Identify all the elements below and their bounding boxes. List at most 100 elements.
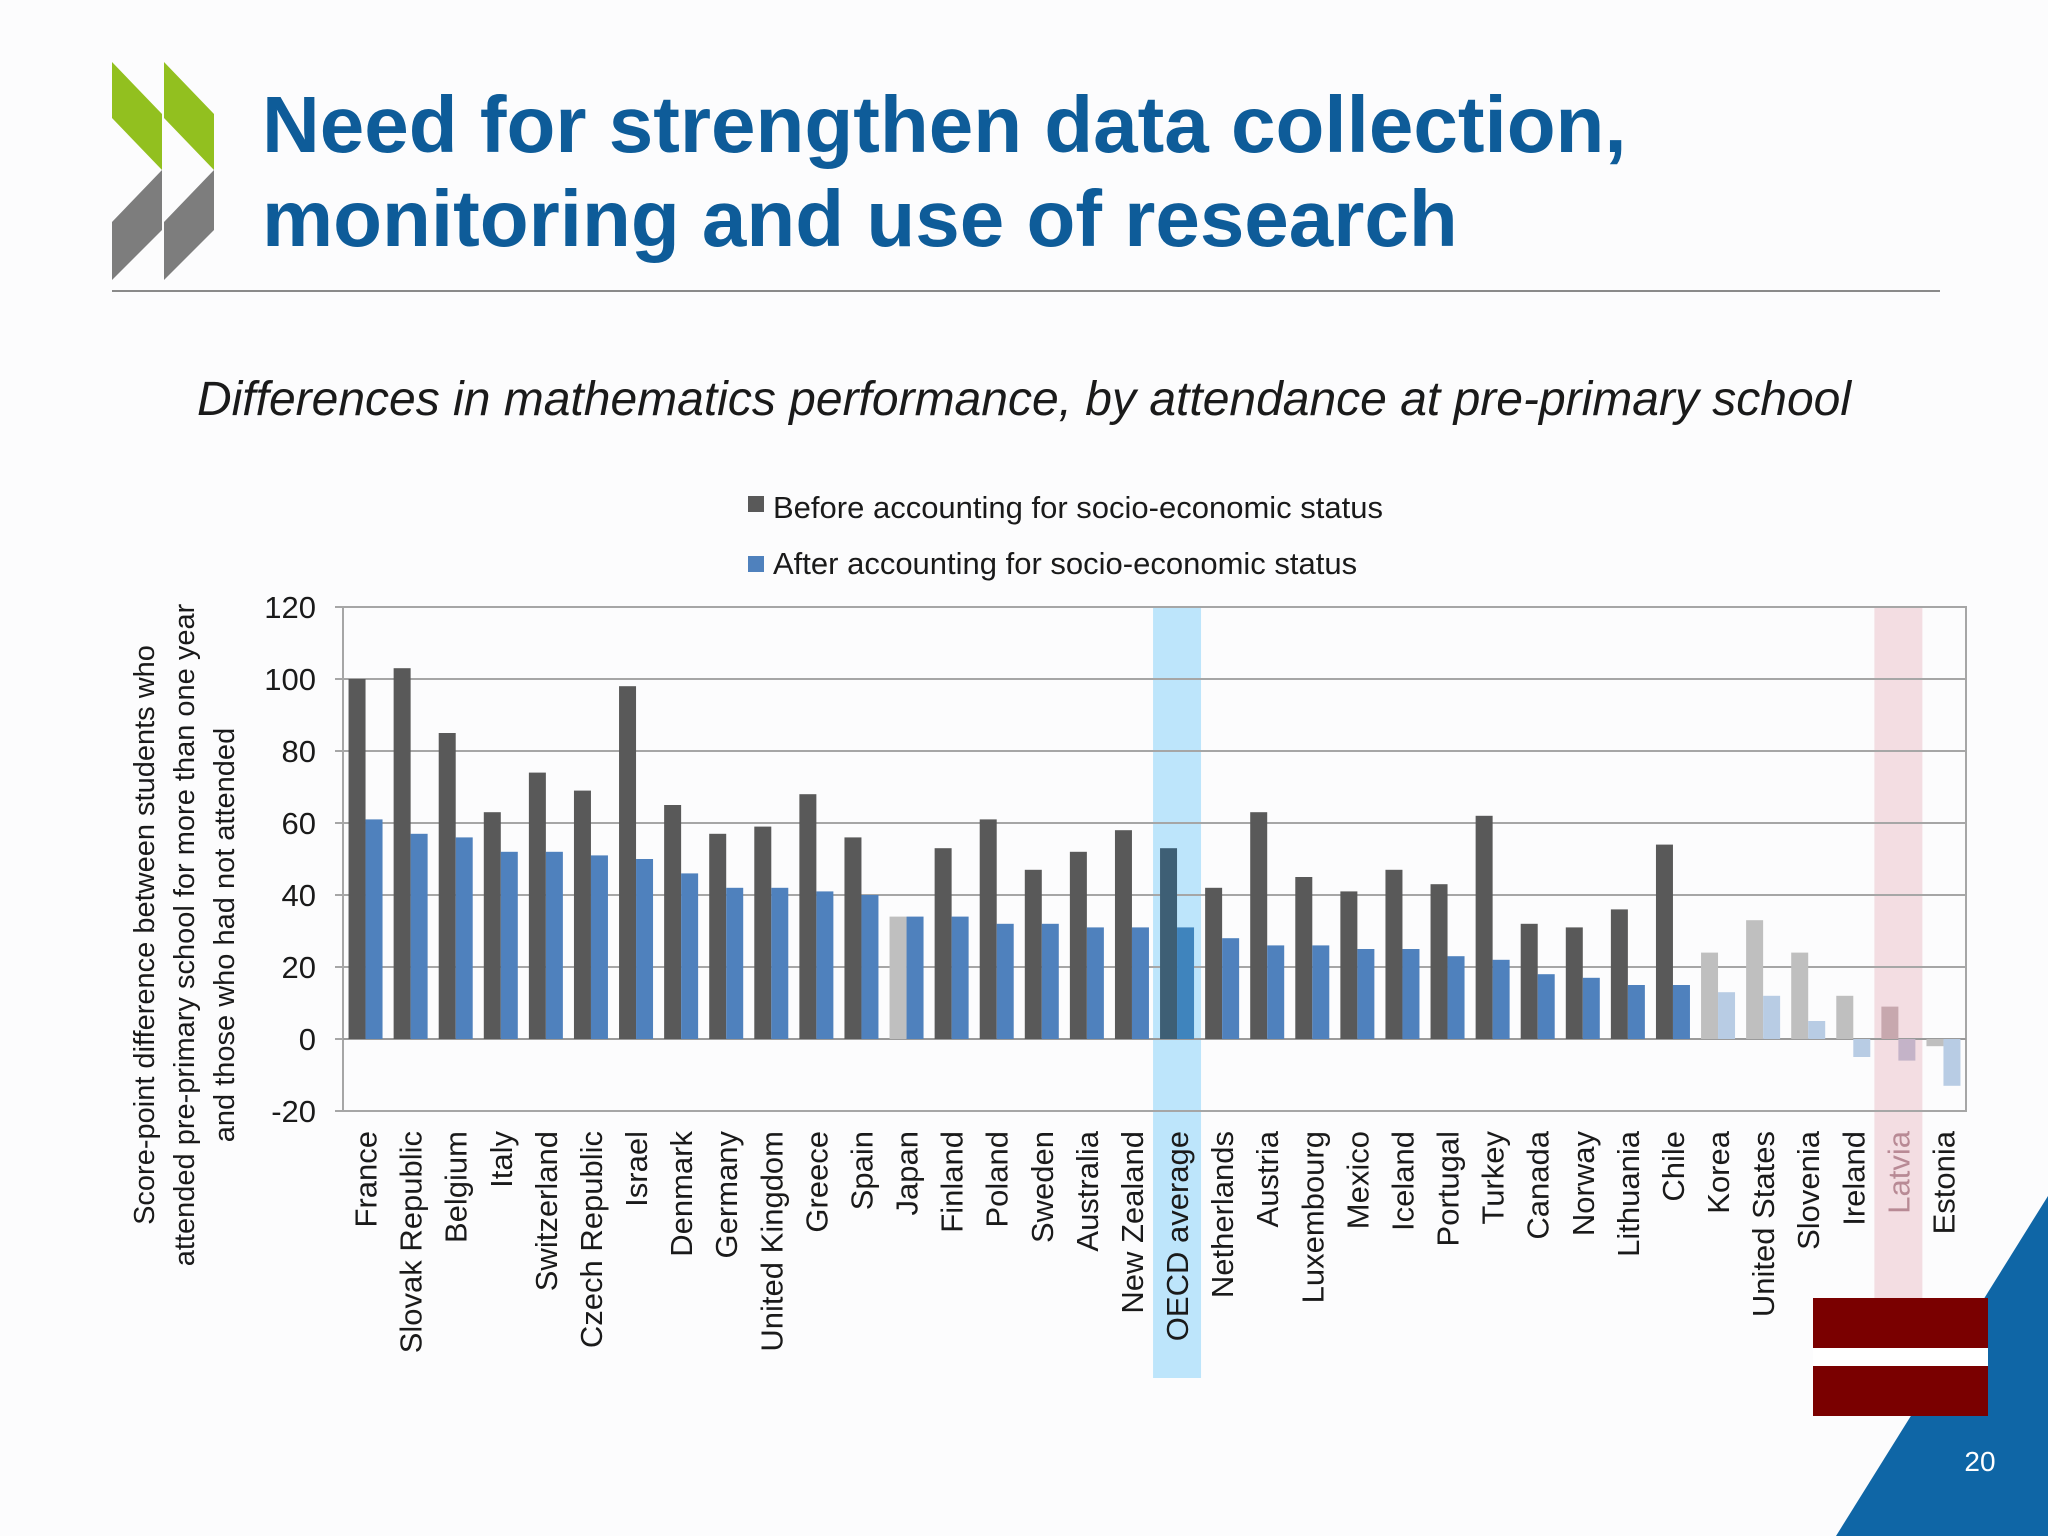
bar-after-canada xyxy=(1537,974,1555,1039)
bar-before-korea xyxy=(1701,952,1719,1039)
bar-before-slovak-republic xyxy=(393,668,411,1039)
bar-after-australia xyxy=(1086,927,1104,1039)
x-tick-label: United Kingdom xyxy=(754,1131,789,1352)
bar-before-denmark xyxy=(664,805,682,1039)
bar-before-poland xyxy=(979,819,997,1039)
bar-before-spain xyxy=(844,837,862,1039)
slide-title: Need for strengthen data collection, mon… xyxy=(262,78,1962,266)
title-divider xyxy=(112,290,1940,292)
bar-before-japan xyxy=(889,916,907,1039)
x-tick-label: Estonia xyxy=(1926,1130,1961,1234)
x-tick-label: Belgium xyxy=(439,1131,474,1243)
x-tick-label: Netherlands xyxy=(1205,1131,1240,1298)
bar-before-germany xyxy=(709,833,727,1039)
bar-after-japan xyxy=(906,916,924,1039)
bar-after-greece xyxy=(816,891,834,1039)
bar-before-iceland xyxy=(1385,869,1403,1039)
bar-after-belgium xyxy=(455,837,473,1039)
bar-before-norway xyxy=(1565,927,1583,1039)
x-tick-label: Latvia xyxy=(1881,1130,1916,1213)
bar-after-poland xyxy=(996,923,1014,1039)
x-tick-label: France xyxy=(349,1131,384,1227)
x-tick-label: Chile xyxy=(1656,1131,1691,1202)
x-tick-label: Mexico xyxy=(1340,1131,1375,1229)
bar-before-estonia xyxy=(1926,1039,1944,1047)
x-tick-label: Austria xyxy=(1250,1130,1285,1227)
y-axis-title-line: attended pre-primary school for more tha… xyxy=(169,603,201,1266)
bar-after-ireland xyxy=(1853,1039,1871,1057)
y-tick-label: 0 xyxy=(299,1022,316,1057)
bar-after-switzerland xyxy=(545,851,563,1039)
bar-after-estonia xyxy=(1943,1039,1961,1086)
bar-before-finland xyxy=(934,848,952,1039)
bar-after-germany xyxy=(726,887,744,1039)
bar-after-italy xyxy=(500,851,518,1039)
latvia-flag-icon xyxy=(1813,1298,1988,1416)
x-tick-label: Spain xyxy=(844,1131,879,1210)
bar-before-sweden xyxy=(1024,869,1042,1039)
bar-after-iceland xyxy=(1402,949,1420,1039)
bar-before-switzerland xyxy=(528,772,546,1039)
logo-grey-chevron-right xyxy=(164,162,214,280)
bar-before-chile xyxy=(1655,844,1673,1039)
x-tick-label: Lithuania xyxy=(1611,1130,1646,1257)
x-tick-label: Switzerland xyxy=(529,1131,564,1291)
bar-before-greece xyxy=(799,794,817,1039)
bar-after-korea xyxy=(1718,992,1736,1039)
bar-before-turkey xyxy=(1475,815,1493,1039)
plot-frame xyxy=(342,606,1967,1112)
legend-label-before: Before accounting for socio-economic sta… xyxy=(773,490,1383,525)
y-axis-title-line: Score-point difference between students … xyxy=(129,645,161,1225)
x-tick-label: Poland xyxy=(980,1131,1015,1228)
bar-before-israel xyxy=(619,686,637,1039)
bar-after-mexico xyxy=(1357,949,1375,1039)
bar-before-mexico xyxy=(1340,891,1358,1039)
x-tick-label: Australia xyxy=(1070,1130,1105,1251)
bar-before-canada xyxy=(1520,923,1538,1039)
bar-before-italy xyxy=(483,812,501,1039)
y-tick-label: -20 xyxy=(271,1094,316,1129)
x-tick-label: Czech Republic xyxy=(574,1131,609,1348)
bar-after-chile xyxy=(1672,985,1690,1039)
highlight-band-latvia xyxy=(1874,607,1923,1298)
y-tick-label: 40 xyxy=(282,878,316,913)
bar-before-portugal xyxy=(1430,884,1448,1039)
bar-before-france xyxy=(348,679,366,1039)
x-tick-label: Sweden xyxy=(1025,1131,1060,1243)
x-tick-label: United States xyxy=(1746,1131,1781,1317)
bar-before-belgium xyxy=(438,733,456,1039)
bar-after-france xyxy=(365,819,383,1039)
y-tick-label: 80 xyxy=(282,734,316,769)
bar-before-united-states xyxy=(1746,920,1764,1039)
bar-after-latvia xyxy=(1898,1039,1916,1061)
y-tick-label: 20 xyxy=(282,950,316,985)
bar-after-israel xyxy=(636,859,654,1039)
bar-after-slovenia xyxy=(1808,1021,1826,1039)
slide-title-line-2: monitoring and use of research xyxy=(262,174,1458,263)
bar-after-slovak-republic xyxy=(410,833,428,1039)
bar-before-ireland xyxy=(1836,995,1854,1039)
logo-green-chevron-right xyxy=(164,62,214,170)
bar-before-new-zealand xyxy=(1114,830,1132,1039)
x-tick-label: Slovenia xyxy=(1791,1130,1826,1250)
chart-title: Differences in mathematics performance, … xyxy=(196,373,1852,426)
bar-after-turkey xyxy=(1492,959,1510,1039)
bar-after-portugal xyxy=(1447,956,1465,1039)
bar-before-slovenia xyxy=(1791,952,1809,1039)
legend-label-after: After accounting for socio-economic stat… xyxy=(773,546,1357,581)
bar-after-luxembourg xyxy=(1312,945,1330,1039)
bar-after-norway xyxy=(1582,977,1600,1039)
legend-swatch-after xyxy=(748,556,764,572)
bar-before-netherlands xyxy=(1205,887,1223,1039)
x-tick-label: Italy xyxy=(484,1131,519,1188)
bar-after-oecd-average xyxy=(1177,927,1195,1039)
x-tick-label: Iceland xyxy=(1385,1131,1420,1231)
x-tick-label: Turkey xyxy=(1476,1131,1511,1225)
x-tick-label: Norway xyxy=(1566,1131,1601,1237)
bar-after-spain xyxy=(861,895,879,1039)
y-axis-title-line: and those who had not attended xyxy=(209,728,241,1142)
y-tick-label: 60 xyxy=(282,806,316,841)
bar-after-sweden xyxy=(1041,923,1059,1039)
x-tick-label: Germany xyxy=(709,1131,744,1259)
bar-after-lithuania xyxy=(1627,985,1645,1039)
